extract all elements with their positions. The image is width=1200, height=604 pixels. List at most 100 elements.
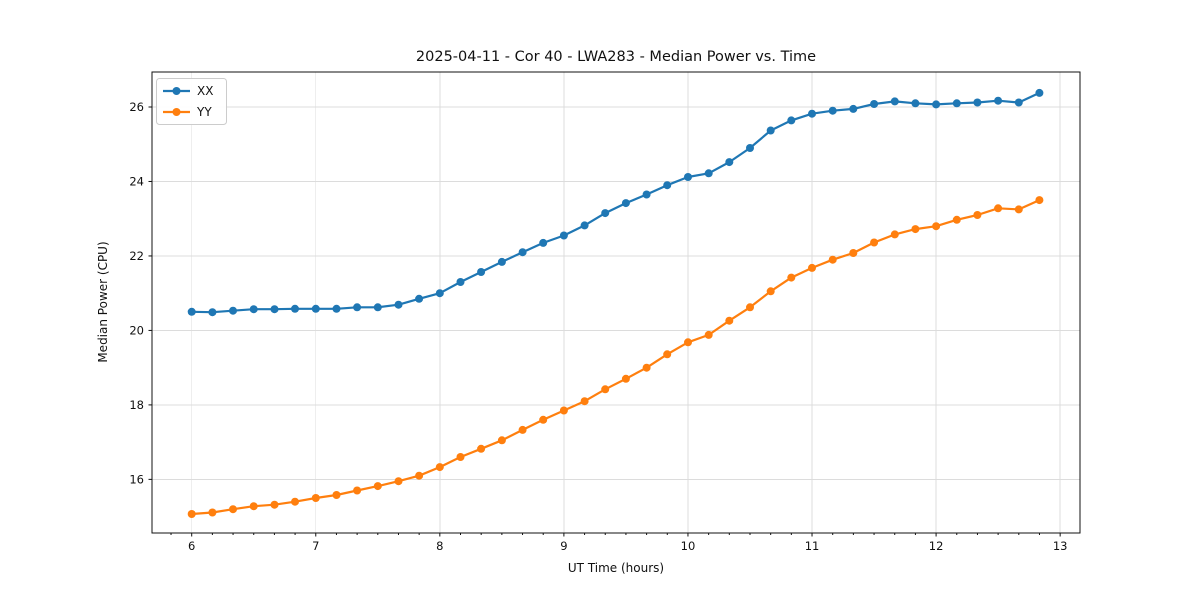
data-point-yy — [828, 255, 837, 264]
legend-item-yy: YY — [163, 105, 212, 119]
data-point-xx — [1014, 98, 1023, 107]
data-point-xx — [497, 257, 506, 266]
data-point-yy — [435, 463, 444, 472]
series-line-xx — [190, 91, 1041, 314]
data-point-xx — [725, 158, 734, 167]
x-tick-label: 6 — [188, 539, 195, 553]
data-point-yy — [291, 497, 299, 506]
data-point-xx — [684, 173, 692, 181]
data-point-yy — [684, 338, 692, 347]
data-point-yy — [580, 397, 589, 406]
data-point-yy — [766, 287, 775, 296]
data-point-xx — [932, 100, 941, 109]
legend-label-xx: XX — [197, 84, 213, 98]
data-point-yy — [932, 222, 941, 231]
data-point-yy — [208, 508, 217, 517]
data-point-yy — [518, 425, 527, 434]
y-tick-label: 24 — [129, 174, 144, 188]
x-tick-label: 12 — [929, 539, 944, 553]
data-point-xx — [353, 303, 362, 312]
x-tick-label: 13 — [1053, 539, 1068, 553]
data-point-xx — [870, 100, 879, 108]
legend-item-xx: XX — [163, 84, 213, 98]
x-tick-label: 10 — [681, 539, 696, 553]
data-point-xx — [580, 221, 589, 230]
grid-layer — [152, 72, 1080, 533]
data-point-xx — [973, 98, 982, 107]
data-point-yy — [311, 494, 320, 502]
data-point-xx — [311, 304, 320, 313]
data-point-yy — [601, 385, 610, 394]
plot-series-layer — [187, 88, 1044, 518]
legend-marker-xx — [172, 87, 181, 95]
series-yy — [187, 196, 1044, 518]
data-point-xx — [456, 278, 465, 286]
legend-marker-yy — [172, 108, 181, 116]
data-point-yy — [704, 330, 713, 339]
data-point-yy — [911, 225, 920, 234]
data-point-yy — [229, 505, 237, 514]
x-tick-label: 11 — [805, 539, 820, 553]
data-point-xx — [291, 304, 299, 313]
series-line-yy — [190, 199, 1041, 516]
data-point-xx — [828, 106, 837, 115]
data-point-yy — [270, 500, 279, 509]
data-point-yy — [332, 491, 341, 499]
x-tick-label: 7 — [312, 539, 319, 553]
data-point-yy — [952, 215, 961, 224]
data-point-yy — [415, 471, 424, 480]
data-point-yy — [849, 249, 858, 257]
data-point-xx — [477, 268, 486, 276]
y-axis-label: Median Power (CPU) — [96, 241, 110, 362]
data-point-xx — [787, 116, 796, 125]
axes-ticks: 6 7 8 9 10 11 12 13 16 18 20 22 24 26 — [129, 100, 1067, 553]
data-point-yy — [994, 204, 1003, 213]
y-tick-label: 18 — [129, 398, 144, 412]
data-point-yy — [249, 502, 258, 511]
data-point-yy — [890, 230, 899, 239]
data-point-yy — [394, 477, 403, 486]
data-point-yy — [621, 374, 630, 383]
data-point-yy — [373, 482, 382, 491]
data-point-xx — [663, 181, 672, 190]
data-point-yy — [973, 211, 982, 219]
data-point-yy — [559, 406, 568, 415]
data-point-xx — [642, 190, 651, 199]
data-point-yy — [725, 316, 734, 325]
data-point-xx — [270, 305, 279, 314]
data-point-xx — [746, 144, 754, 152]
data-point-yy — [187, 510, 196, 518]
data-point-yy — [539, 415, 548, 424]
chart-title: 2025-04-11 - Cor 40 - LWA283 - Median Po… — [416, 49, 816, 65]
data-point-xx — [994, 96, 1003, 105]
y-tick-label: 22 — [129, 249, 144, 263]
x-tick-label: 9 — [560, 539, 567, 553]
data-point-yy — [1035, 196, 1044, 205]
data-point-xx — [766, 126, 775, 135]
data-point-xx — [332, 304, 341, 313]
data-point-yy — [1014, 205, 1023, 214]
y-tick-label: 16 — [129, 472, 144, 486]
data-point-yy — [477, 444, 486, 453]
data-point-xx — [621, 199, 630, 208]
legend-box — [156, 78, 227, 125]
data-point-yy — [808, 263, 816, 272]
data-point-xx — [435, 289, 444, 298]
legend: XX YY — [156, 78, 227, 125]
data-point-yy — [353, 486, 362, 495]
legend-label-yy: YY — [196, 105, 212, 119]
data-point-xx — [1035, 88, 1044, 97]
data-point-xx — [518, 248, 527, 257]
data-point-xx — [539, 238, 548, 247]
data-point-xx — [229, 306, 237, 315]
data-point-yy — [746, 303, 754, 312]
data-point-yy — [497, 436, 506, 445]
data-point-xx — [373, 303, 382, 312]
data-point-xx — [849, 104, 858, 113]
data-point-xx — [704, 169, 713, 178]
data-point-yy — [870, 238, 879, 247]
data-point-yy — [642, 363, 651, 372]
y-tick-label: 20 — [129, 323, 144, 337]
data-point-yy — [456, 453, 465, 461]
